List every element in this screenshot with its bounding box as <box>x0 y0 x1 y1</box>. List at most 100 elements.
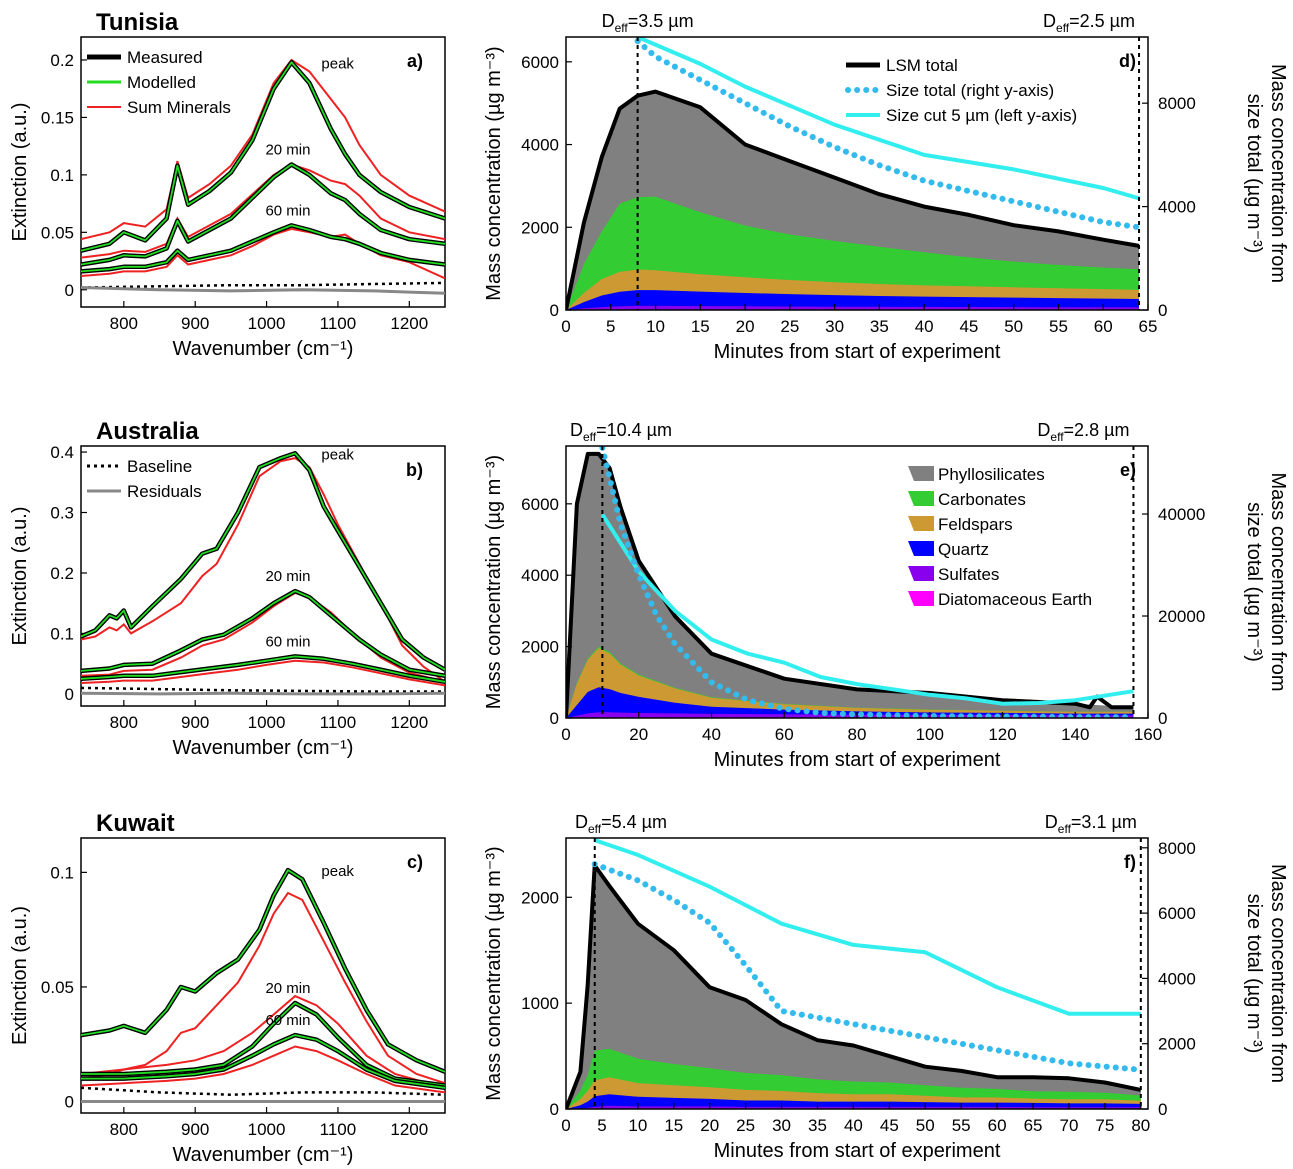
baseline-line <box>81 281 445 289</box>
x-tick-label: 0 <box>561 725 570 744</box>
legend-label: Measured <box>127 48 203 67</box>
legend-label: Sulfates <box>938 565 999 584</box>
x-tick-label: 100 <box>916 725 944 744</box>
y-axis-label: Mass concentration (µg m⁻³) <box>483 455 505 709</box>
x-tick-label: 55 <box>1049 317 1068 336</box>
x-tick-label: 10 <box>646 317 665 336</box>
y2-tick-label: 4000 <box>1158 198 1196 217</box>
x-tick-label: 5 <box>606 317 615 336</box>
modelled-line-20-min <box>81 590 445 677</box>
x-tick-label: 0 <box>561 1116 570 1135</box>
y2-axis-label-line2: size total (µg m⁻³) <box>1243 502 1265 662</box>
y2-axis-label-line2: size total (µg m⁻³) <box>1243 894 1265 1054</box>
measured-line-20-min <box>81 162 445 267</box>
lsm-total-line <box>566 89 1140 310</box>
x-tick-label: 1100 <box>320 713 357 732</box>
x-tick-label: 900 <box>181 1120 209 1139</box>
sum-minerals-line-20-min <box>81 994 445 1089</box>
curve-label: 60 min <box>265 633 310 650</box>
sum-minerals-line-60-min <box>81 659 445 687</box>
area-sulfates <box>566 305 1139 310</box>
y-axis-label: Mass concentration (µg m⁻³) <box>483 846 505 1100</box>
panel-f: 0 5 10 15 20 25 30 35 40 45 50 55 60 65 70 75 80 0 1000 200… <box>483 812 1289 1162</box>
x-tick-label: 80 <box>1131 1116 1150 1135</box>
y-tick-label: 0.05 <box>41 223 74 242</box>
legend-swatch <box>908 491 934 506</box>
plot-frame <box>80 445 446 707</box>
x-tick-label: 60 <box>775 725 794 744</box>
x-axis-label: Wavenumber (cm⁻¹) <box>173 737 354 759</box>
panel-label: a) <box>407 51 423 71</box>
y-axis-label: Extinction (a.u.) <box>9 507 31 646</box>
baseline-line <box>81 686 445 693</box>
area-phyllosilicates <box>566 865 1141 1109</box>
deff-left-label: Deff=5.4 µm <box>575 812 667 836</box>
panel-b: 800 900 1000 1100 1200 0 0.1 0.2 0.3 0.4 Wavenumbe… <box>9 418 446 759</box>
plot-frame <box>80 36 446 308</box>
panel-c: 800 900 1000 1100 1200 0 0.05 0.1 Wavenumber (cm… <box>9 810 446 1166</box>
area-quartz <box>566 290 1139 310</box>
plot-area <box>81 867 445 1103</box>
curve-label: 20 min <box>265 980 310 997</box>
x-tick-label: 55 <box>952 1116 971 1135</box>
x-tick-label: 0 <box>561 317 570 336</box>
size-cut-line <box>600 513 1134 706</box>
legend-swatch <box>908 466 934 481</box>
x-tick-label: 30 <box>772 1116 791 1135</box>
x-tick-label: 30 <box>825 317 844 336</box>
x-axis-label: Minutes from start of experiment <box>714 749 1001 771</box>
legend-swatch <box>908 566 934 581</box>
x-tick-label: 40 <box>844 1116 863 1135</box>
x-axis-label: Wavenumber (cm⁻¹) <box>173 1144 354 1166</box>
plot-frame <box>80 837 446 1114</box>
plot-area <box>566 446 1137 718</box>
y-tick-label: 0 <box>65 1093 74 1112</box>
x-tick-label: 160 <box>1134 725 1162 744</box>
y-tick-label: 4000 <box>521 566 559 585</box>
y-tick-label: 0.1 <box>50 863 74 882</box>
x-tick-label: 40 <box>702 725 721 744</box>
legend-label: Size total (right y-axis) <box>886 81 1054 100</box>
sum-minerals-line-60-min <box>81 1045 445 1094</box>
modelled-line-20-min <box>81 163 445 266</box>
x-tick-label: 1200 <box>390 1120 428 1139</box>
lsm-total-line <box>566 863 1142 1109</box>
y2-axis-label-line1: Mass concentration from <box>1267 864 1289 1083</box>
modelled-line-peak <box>81 61 445 252</box>
y-tick-label: 4000 <box>521 136 559 155</box>
x-tick-label: 40 <box>915 317 934 336</box>
y-tick-label: 0.05 <box>41 978 74 997</box>
modelled-line-20-min <box>81 1002 445 1087</box>
size-cut-line <box>636 37 1140 201</box>
x-tick-label: 120 <box>988 725 1016 744</box>
size-total-line <box>591 861 1144 1073</box>
y2-axis-label-line1: Mass concentration from <box>1267 64 1289 283</box>
y-tick-label: 0 <box>65 281 74 300</box>
plot-area <box>566 37 1142 310</box>
y2-tick-label: 4000 <box>1158 969 1196 988</box>
sum-minerals-line-20-min <box>81 163 445 259</box>
x-tick-label: 10 <box>628 1116 647 1135</box>
y-tick-label: 1000 <box>521 994 559 1013</box>
y-axis-label: Extinction (a.u.) <box>9 103 31 242</box>
y2-tick-label: 8000 <box>1158 839 1196 858</box>
plot-area <box>81 451 445 696</box>
y-tick-label: 0.4 <box>50 443 74 462</box>
residuals-line <box>81 286 445 295</box>
legend-swatch <box>908 516 934 531</box>
legend-label: Modelled <box>127 73 196 92</box>
x-axis-label: Minutes from start of experiment <box>714 341 1001 363</box>
x-tick-label: 60 <box>988 1116 1007 1135</box>
deff-left-label: Deff=3.5 µm <box>602 11 694 35</box>
size-cut-line <box>594 838 1141 1016</box>
x-tick-label: 1200 <box>390 314 428 333</box>
x-tick-label: 1100 <box>320 314 357 333</box>
x-tick-label: 60 <box>1094 317 1113 336</box>
curve-label: peak <box>321 55 354 72</box>
x-tick-label: 35 <box>870 317 889 336</box>
legend-label: Carbonates <box>938 490 1026 509</box>
y2-tick-label: 0 <box>1158 301 1167 320</box>
y-axis-label: Extinction (a.u.) <box>9 906 31 1045</box>
x-tick-label: 20 <box>736 317 755 336</box>
